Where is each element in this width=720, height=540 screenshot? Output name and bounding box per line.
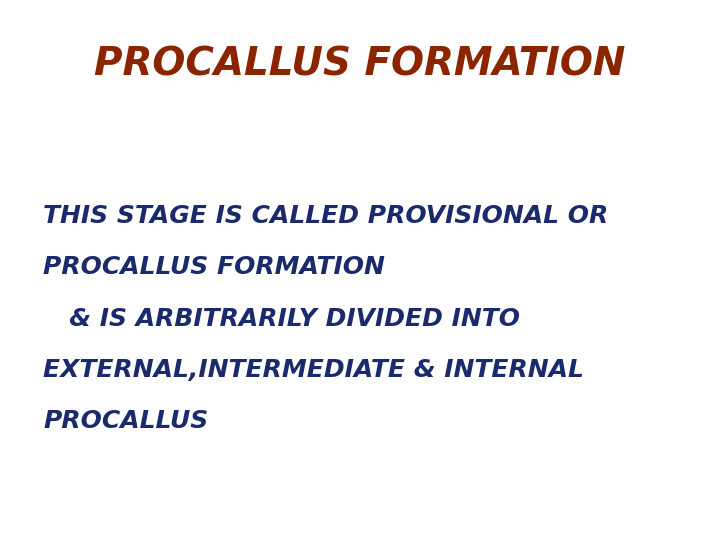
Text: PROCALLUS: PROCALLUS <box>43 409 209 433</box>
Text: THIS STAGE IS CALLED PROVISIONAL OR: THIS STAGE IS CALLED PROVISIONAL OR <box>43 204 608 228</box>
Text: PROCALLUS FORMATION: PROCALLUS FORMATION <box>43 255 385 279</box>
Text: EXTERNAL,INTERMEDIATE & INTERNAL: EXTERNAL,INTERMEDIATE & INTERNAL <box>43 358 584 382</box>
Text: PROCALLUS FORMATION: PROCALLUS FORMATION <box>94 46 626 84</box>
Text: & IS ARBITRARILY DIVIDED INTO: & IS ARBITRARILY DIVIDED INTO <box>43 307 521 330</box>
